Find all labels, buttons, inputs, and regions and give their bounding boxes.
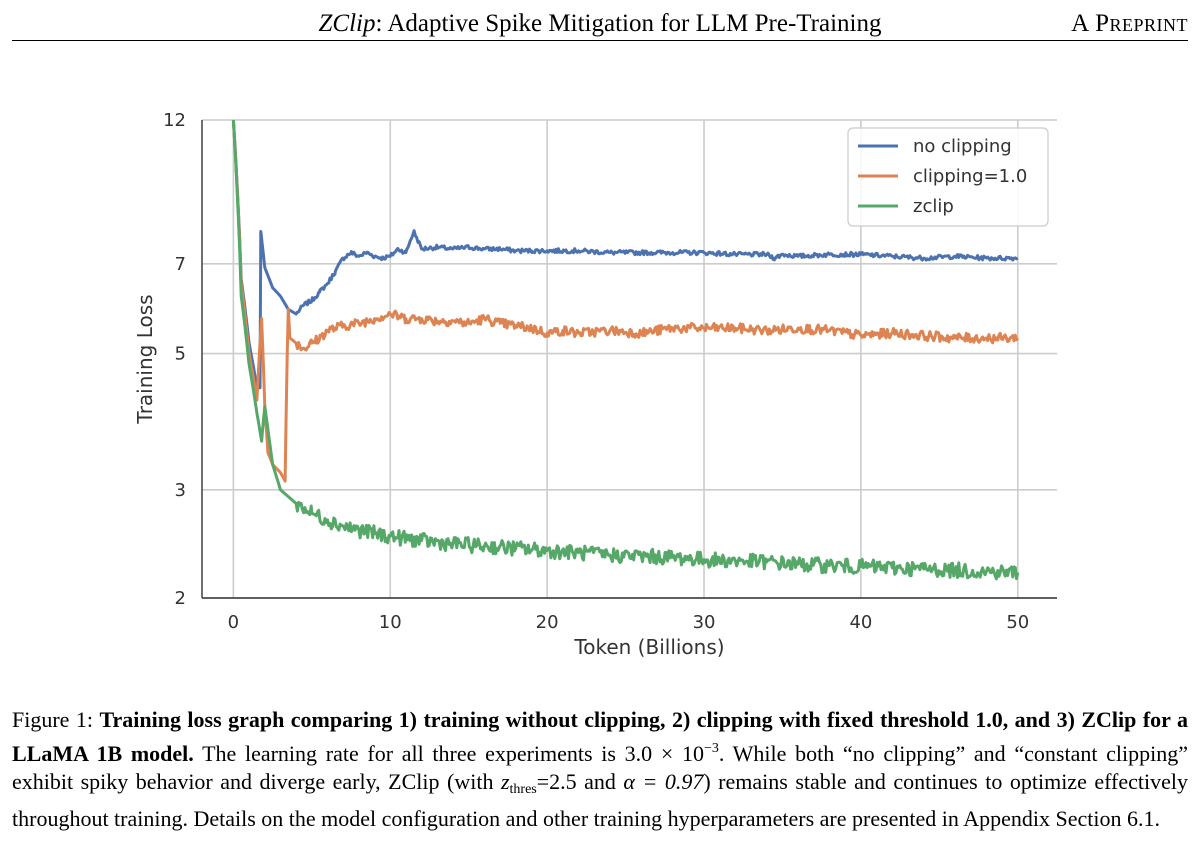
caption-label: Figure 1: xyxy=(12,707,100,732)
x-tick-label: 10 xyxy=(379,612,402,633)
series-line-zclip xyxy=(231,119,1020,581)
legend-label: no clipping xyxy=(913,136,1012,157)
x-tick-label: 0 xyxy=(228,612,239,633)
caption-text-2: . While both “no clipping” and “constant… xyxy=(12,740,1189,795)
series-line-no-clipping xyxy=(231,119,1019,390)
caption-z: z xyxy=(500,769,510,794)
y-tick-label: 12 xyxy=(163,110,186,131)
training-loss-chart: 0 10 20 30 40 50 2 3 5 7 12 Token (Billions) Trainin… xyxy=(133,110,1057,659)
x-tick-label: 30 xyxy=(693,612,716,633)
x-tick-label: 40 xyxy=(849,612,872,633)
caption-exponent: −3 xyxy=(703,740,719,756)
y-axis-label: Training Loss xyxy=(133,294,157,424)
x-tick-label: 20 xyxy=(536,612,559,633)
preprint-label: A Preprint xyxy=(1071,10,1188,37)
x-axis-label: Token (Billions) xyxy=(573,635,724,659)
running-title: ZClip: Adaptive Spike Mitigation for LLM… xyxy=(12,10,1188,38)
series-line-clipping-1-0 xyxy=(231,119,1020,483)
y-tick-label: 3 xyxy=(175,480,186,501)
legend-box xyxy=(847,127,1049,227)
caption-text-4: ) remains stable and continues to optimi… xyxy=(12,769,1188,831)
running-title-rest: : Adaptive Spike Mitigation for LLM Pre-… xyxy=(375,10,882,37)
running-title-italic: ZClip xyxy=(318,10,376,37)
caption-text-3: =2.5 and xyxy=(536,769,624,794)
figure-caption: Figure 1: Training loss graph comparing … xyxy=(12,706,1188,833)
legend-label: clipping=1.0 xyxy=(913,166,1027,187)
caption-z-subscript: thres xyxy=(509,782,537,797)
x-tick-label: 50 xyxy=(1006,612,1029,633)
page-header: ZClip: Adaptive Spike Mitigation for LLM… xyxy=(12,6,1188,41)
caption-alpha: α = 0.97 xyxy=(623,769,704,794)
caption-text-1: The learning rate for all three experime… xyxy=(193,740,704,766)
y-tick-label: 5 xyxy=(175,344,186,365)
y-tick-label: 7 xyxy=(175,254,186,275)
y-tick-label: 2 xyxy=(175,588,186,609)
caption-bold: Training loss graph comparing 1) trainin… xyxy=(12,707,1188,766)
legend-label: zclip xyxy=(913,196,954,217)
